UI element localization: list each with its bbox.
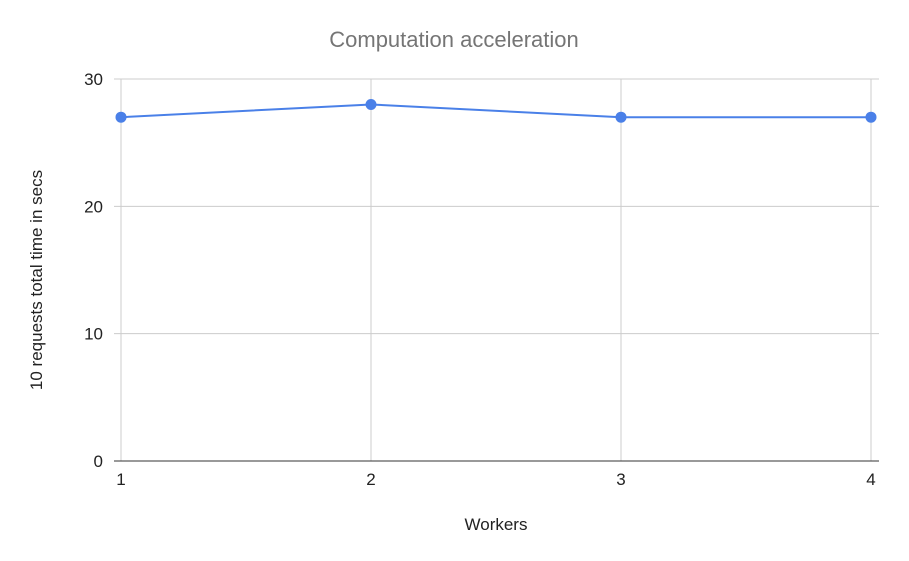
x-tick-label: 3 [616, 470, 625, 489]
series-layer [115, 98, 877, 123]
y-axis-title: 10 requests total time in secs [27, 170, 46, 390]
data-point [365, 98, 377, 110]
series-line [120, 103, 872, 119]
data-point [615, 111, 627, 123]
y-tick-labels: 0 10 20 30 [84, 70, 103, 471]
y-tick-label: 30 [84, 70, 103, 89]
x-tick-labels: 1 2 3 4 [116, 470, 875, 489]
x-tick-label: 1 [116, 470, 125, 489]
data-point [115, 111, 127, 123]
x-axis-title: Workers [465, 515, 528, 534]
grid-lines [114, 78, 879, 462]
y-tick-label: 20 [84, 197, 103, 216]
x-tick-label: 4 [866, 470, 875, 489]
y-tick-label: 0 [94, 452, 103, 471]
y-tick-label: 10 [84, 325, 103, 344]
x-tick-label: 2 [366, 470, 375, 489]
data-point [865, 111, 877, 123]
chart-title: Computation acceleration [329, 27, 578, 52]
